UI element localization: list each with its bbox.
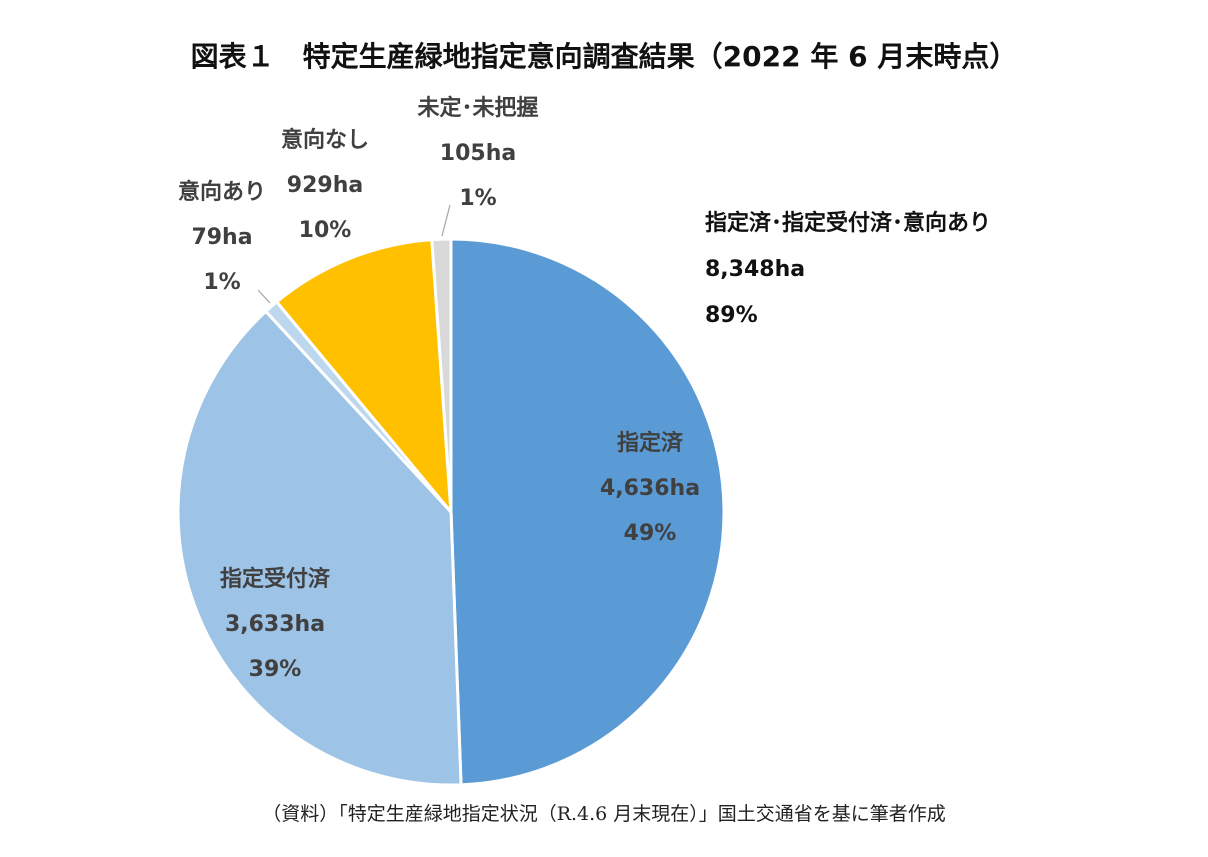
slice-label-name-1: 指定済 [617,430,684,456]
summary-label: 指定済･指定受付済･意向あり 8,348ha 89% [705,210,991,328]
summary-label-value: 8,348ha [705,257,805,282]
slice-label-value-3: 79ha [191,225,252,250]
summary-label-name: 指定済･指定受付済･意向あり [705,210,991,236]
slice-label-value-2: 3,633ha [225,612,325,637]
slice-label-name-3: 意向あり [178,179,266,205]
leader-line-5 [441,204,451,237]
pie-slices [176,237,726,787]
slice-label-value-1: 4,636ha [600,476,700,501]
slice-labels: 指定済 4,636ha 49% 指定受付済 3,633ha 39% 意向あり 79ha 1% 意向… [178,95,700,682]
chart-title: 図表１ 特定生産緑地指定意向調査結果（2022 年 6 月末時点） [191,40,1018,73]
slice-label-name-4: 意向なし [281,127,369,153]
pie-slice-2 [176,309,463,787]
pie-slice-5 [430,237,453,513]
slice-label-value-5: 105ha [440,141,516,166]
slice-label-percent-2: 39% [249,657,302,682]
slice-label-percent-3: 1% [203,270,240,295]
slice-label-name-5: 未定･未把握 [417,95,538,121]
summary-label-percent: 89% [705,303,758,328]
slice-label-value-4: 929ha [287,173,363,198]
slice-label-percent-5: 1% [459,186,496,211]
slice-label-name-2: 指定受付済 [220,566,331,592]
source-note: （資料）「特定生産緑地指定状況（R.4.6 月末現在）」国土交通省を基に筆者作成 [262,803,946,825]
slice-label-percent-4: 10% [299,218,352,243]
leader-line-3 [257,289,271,304]
pie-slice-1 [449,237,726,787]
slice-label-percent-1: 49% [624,521,677,546]
pie-slice-4 [274,238,453,517]
leader-lines [257,204,451,304]
